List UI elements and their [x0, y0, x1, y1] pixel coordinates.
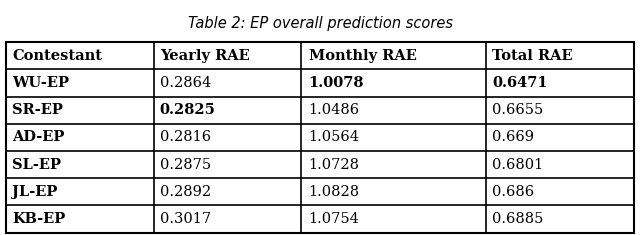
Text: 0.2816: 0.2816 — [160, 130, 211, 145]
Text: 1.0078: 1.0078 — [308, 76, 364, 90]
Text: Yearly RAE: Yearly RAE — [160, 49, 250, 63]
Text: 0.6885: 0.6885 — [492, 212, 543, 226]
Text: 0.6655: 0.6655 — [492, 103, 543, 117]
Text: 0.3017: 0.3017 — [160, 212, 211, 226]
Text: SL-EP: SL-EP — [12, 158, 61, 172]
Text: KB-EP: KB-EP — [12, 212, 65, 226]
Text: AD-EP: AD-EP — [12, 130, 65, 145]
Text: 0.669: 0.669 — [492, 130, 534, 145]
Text: Monthly RAE: Monthly RAE — [308, 49, 417, 63]
Text: 1.0728: 1.0728 — [308, 158, 360, 172]
Text: 0.6801: 0.6801 — [492, 158, 543, 172]
Text: 0.2825: 0.2825 — [160, 103, 216, 117]
Text: Table 2: EP overall prediction scores: Table 2: EP overall prediction scores — [188, 16, 452, 31]
Text: 1.0564: 1.0564 — [308, 130, 360, 145]
Text: 0.6471: 0.6471 — [492, 76, 548, 90]
Text: 1.0754: 1.0754 — [308, 212, 360, 226]
Text: 0.2875: 0.2875 — [160, 158, 211, 172]
Text: SR-EP: SR-EP — [12, 103, 63, 117]
Text: 0.2864: 0.2864 — [160, 76, 211, 90]
Text: Contestant: Contestant — [12, 49, 102, 63]
Text: JL-EP: JL-EP — [12, 185, 58, 199]
Bar — [6, 42, 634, 233]
Text: 0.2892: 0.2892 — [160, 185, 211, 199]
Text: 1.0486: 1.0486 — [308, 103, 360, 117]
Text: Total RAE: Total RAE — [492, 49, 573, 63]
Text: WU-EP: WU-EP — [12, 76, 69, 90]
Text: 0.686: 0.686 — [492, 185, 534, 199]
Text: 1.0828: 1.0828 — [308, 185, 360, 199]
